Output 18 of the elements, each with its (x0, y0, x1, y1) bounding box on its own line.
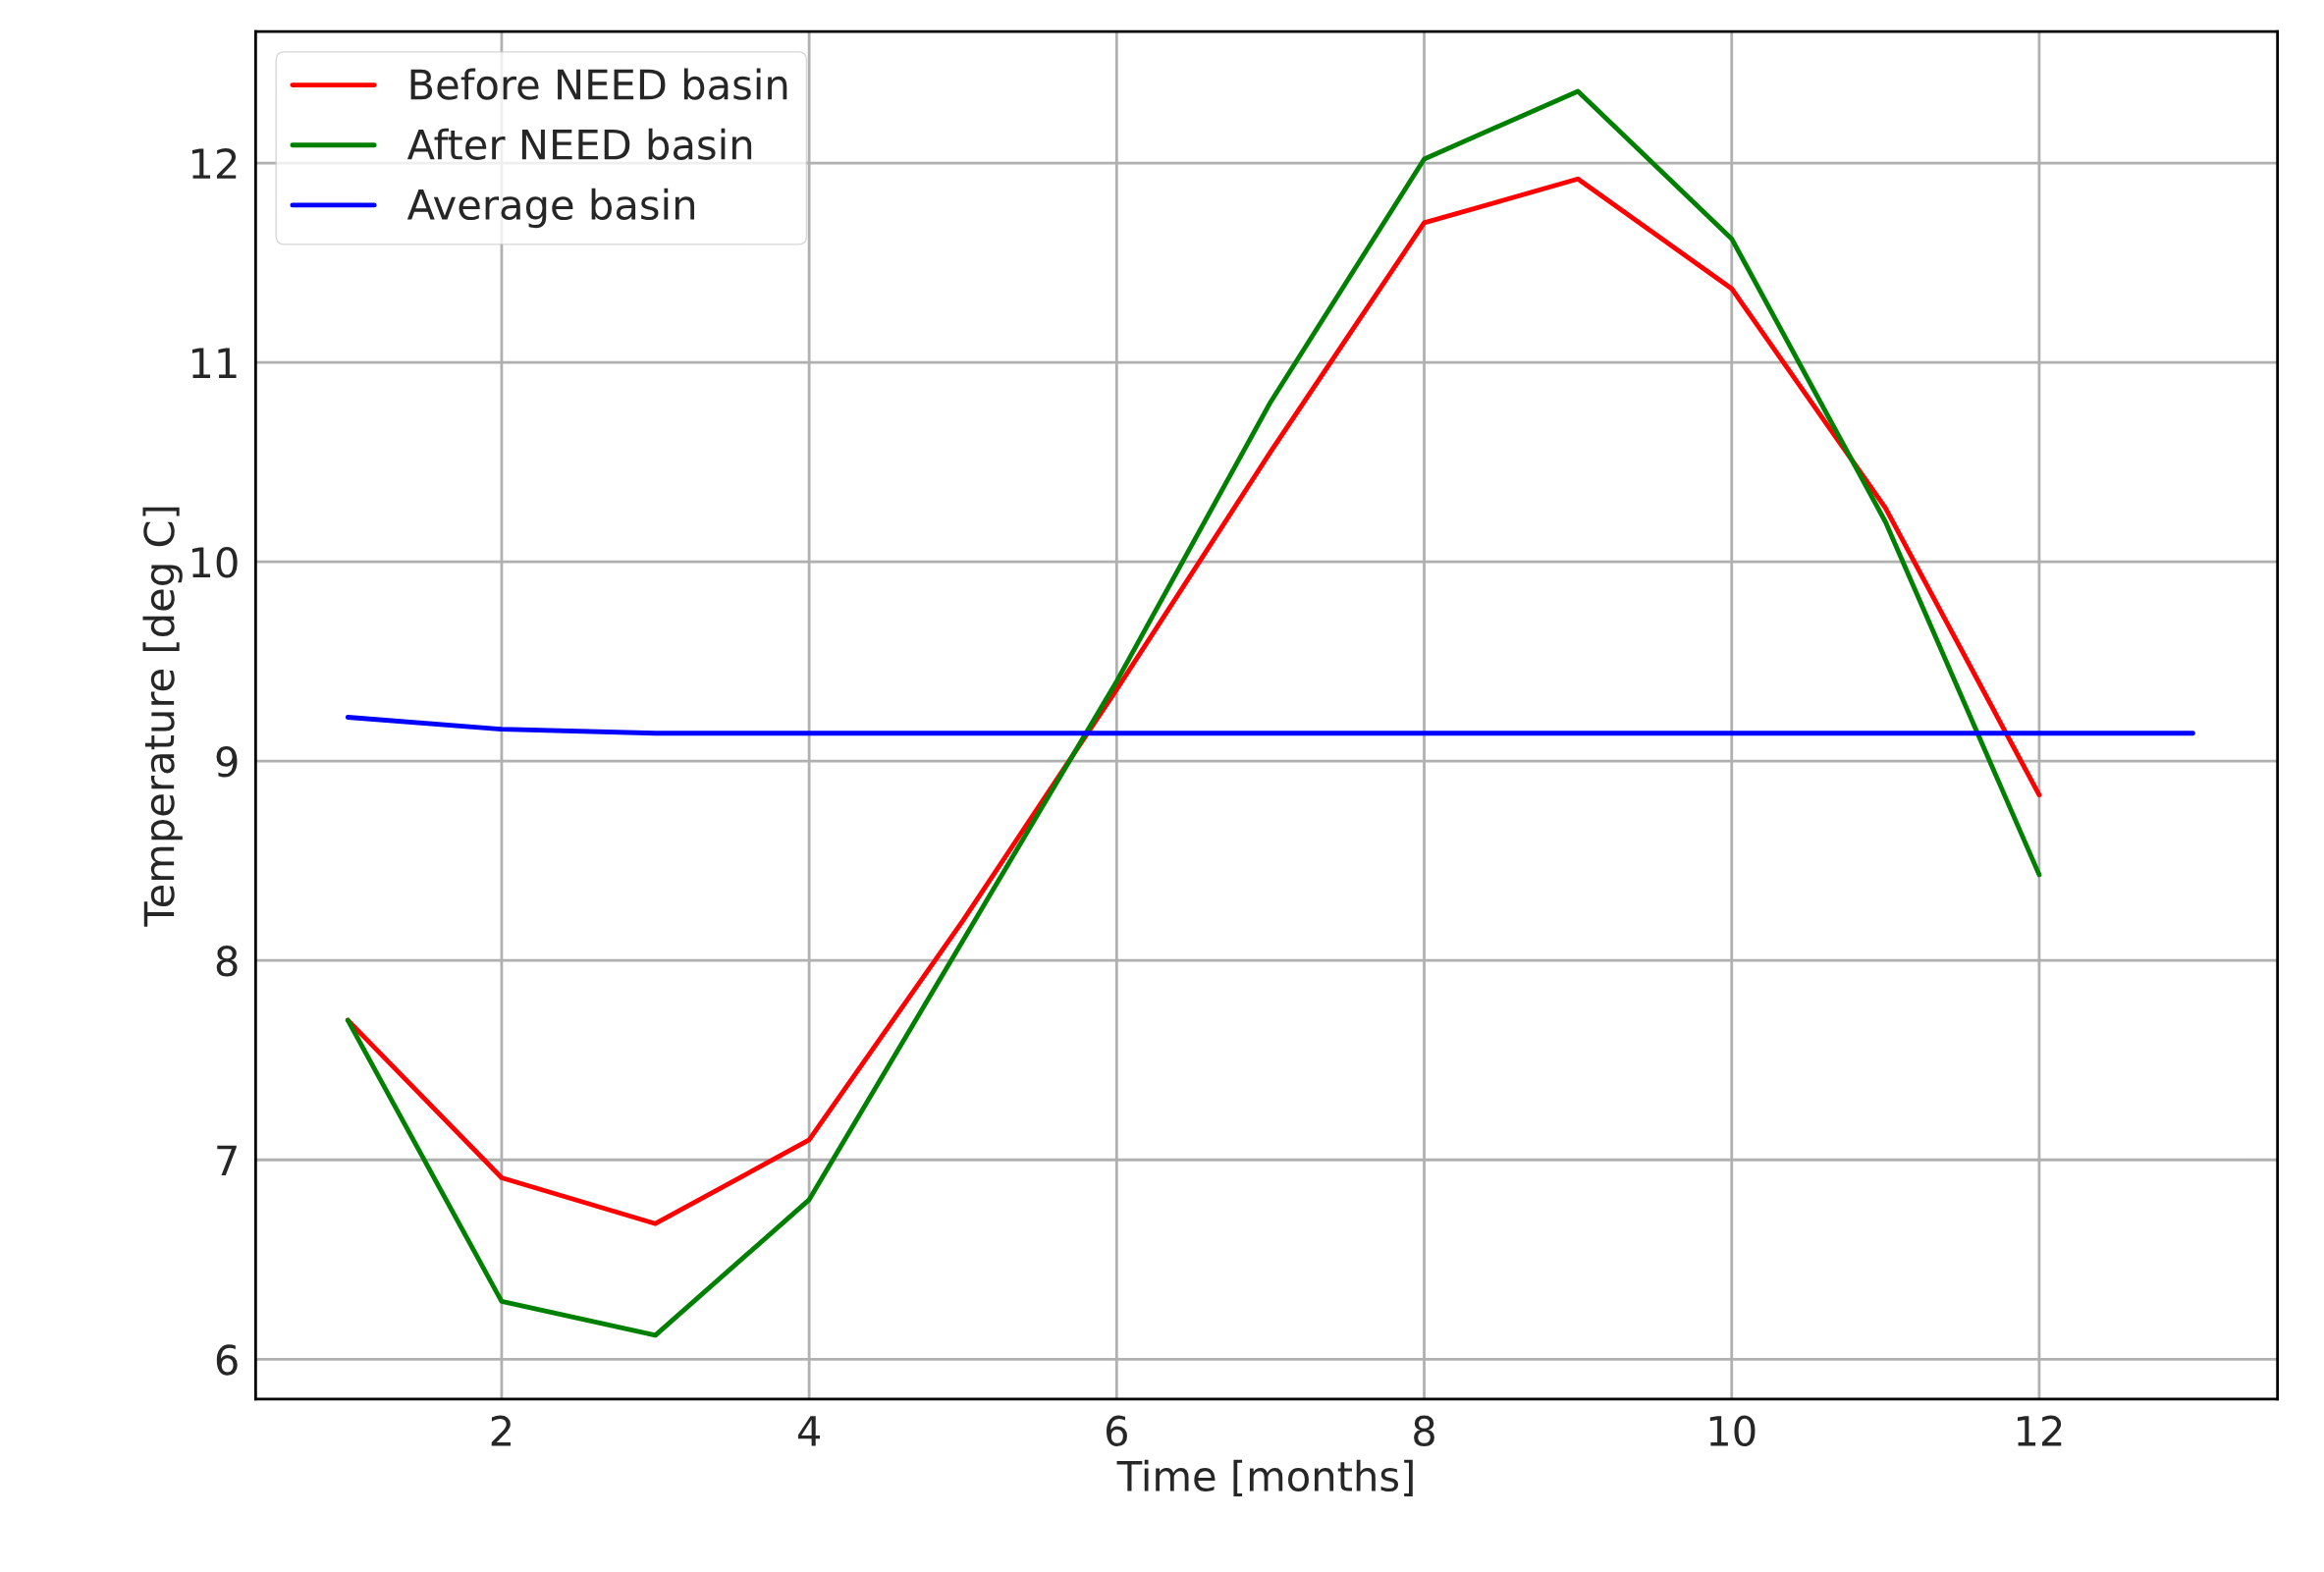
x-tick-label: 2 (491, 1415, 512, 1446)
y-tick-label: 6 (216, 1344, 238, 1376)
y-tick-label: 9 (216, 746, 238, 778)
x-tick-label: 8 (1414, 1415, 1434, 1447)
x-tick-label: 6 (1106, 1415, 1127, 1447)
legend-label: Before NEED basin (410, 68, 787, 100)
x-tick-label: 10 (1709, 1415, 1756, 1447)
y-tick-label: 8 (216, 946, 238, 977)
y-tick-label: 7 (217, 1145, 237, 1176)
x-tick-label: 4 (797, 1416, 821, 1446)
y-tick-label: 11 (191, 348, 237, 378)
x-tick-label: 12 (2018, 1415, 2062, 1446)
legend-label: After NEED basin (406, 128, 752, 160)
legend-label: Average basin (406, 188, 695, 229)
y-tick-label: 12 (191, 147, 237, 179)
y-tick-label: 10 (191, 547, 238, 578)
x-axis-title: Time [months] (1116, 1459, 1413, 1496)
y-axis-title: Temperature [deg C] (142, 507, 183, 927)
